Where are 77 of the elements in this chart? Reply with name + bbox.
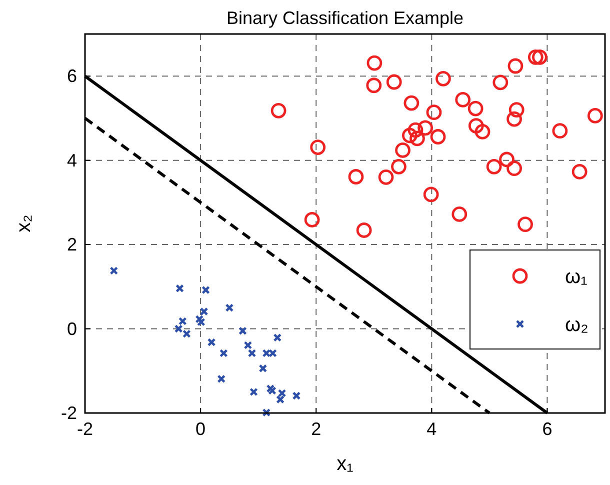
point xyxy=(276,395,284,404)
point xyxy=(474,124,490,140)
point xyxy=(508,102,524,118)
point xyxy=(225,304,234,312)
point xyxy=(426,104,442,120)
point xyxy=(552,123,568,139)
y-tick-label: -2 xyxy=(60,403,77,423)
point xyxy=(356,222,372,238)
point xyxy=(176,284,184,293)
point xyxy=(436,70,451,86)
point xyxy=(250,388,258,396)
point xyxy=(587,108,603,124)
point xyxy=(310,140,326,155)
point xyxy=(248,349,256,358)
legend-label: ω₁ xyxy=(565,266,588,288)
x-tick-label: 0 xyxy=(196,419,206,439)
point xyxy=(110,266,118,275)
point xyxy=(402,128,418,144)
chart-title: Binary Classification Example xyxy=(226,8,464,28)
point xyxy=(468,100,484,116)
point xyxy=(423,186,439,202)
point xyxy=(207,338,216,346)
point xyxy=(270,102,286,118)
point xyxy=(410,130,425,146)
point xyxy=(348,169,364,184)
point xyxy=(202,286,210,294)
point xyxy=(430,129,446,144)
y-tick-label: 0 xyxy=(66,318,77,339)
point xyxy=(391,158,406,174)
point xyxy=(196,318,206,326)
point xyxy=(258,364,268,373)
y-tick-label: 2 xyxy=(66,234,77,255)
point xyxy=(262,408,271,417)
y-tick-label: 4 xyxy=(66,150,77,170)
point xyxy=(452,206,468,222)
point xyxy=(386,74,402,90)
point xyxy=(532,49,548,65)
x-tick-label: 2 xyxy=(311,419,322,439)
point xyxy=(278,389,286,398)
point xyxy=(366,78,382,94)
x-tick-label: 4 xyxy=(426,419,437,439)
x-axis-title: x₁ xyxy=(336,453,354,475)
point xyxy=(268,386,276,395)
point xyxy=(455,92,471,108)
point xyxy=(518,216,533,232)
point xyxy=(404,95,420,111)
point xyxy=(499,152,514,168)
y-axis-title: x₂ xyxy=(13,214,35,232)
point xyxy=(492,74,508,90)
point xyxy=(174,324,183,333)
point xyxy=(486,158,502,174)
point xyxy=(304,212,320,228)
point xyxy=(408,122,424,138)
point xyxy=(266,384,275,393)
point xyxy=(273,333,282,342)
point xyxy=(506,111,522,127)
point xyxy=(219,349,228,358)
point xyxy=(508,58,524,74)
point xyxy=(244,341,252,350)
point xyxy=(468,118,484,134)
point xyxy=(195,314,204,324)
point xyxy=(528,49,544,65)
point xyxy=(292,392,301,400)
point xyxy=(506,160,522,176)
point xyxy=(182,330,191,338)
x-tick-label: 6 xyxy=(542,419,552,439)
point xyxy=(178,317,187,326)
point xyxy=(217,374,226,384)
point xyxy=(418,120,434,136)
legend-label: ω₂ xyxy=(565,314,588,336)
point xyxy=(378,169,394,185)
point xyxy=(366,55,382,71)
y-tick-label: 6 xyxy=(66,66,77,86)
point xyxy=(238,326,247,336)
point xyxy=(200,307,208,316)
point xyxy=(572,164,588,180)
point xyxy=(395,142,410,158)
